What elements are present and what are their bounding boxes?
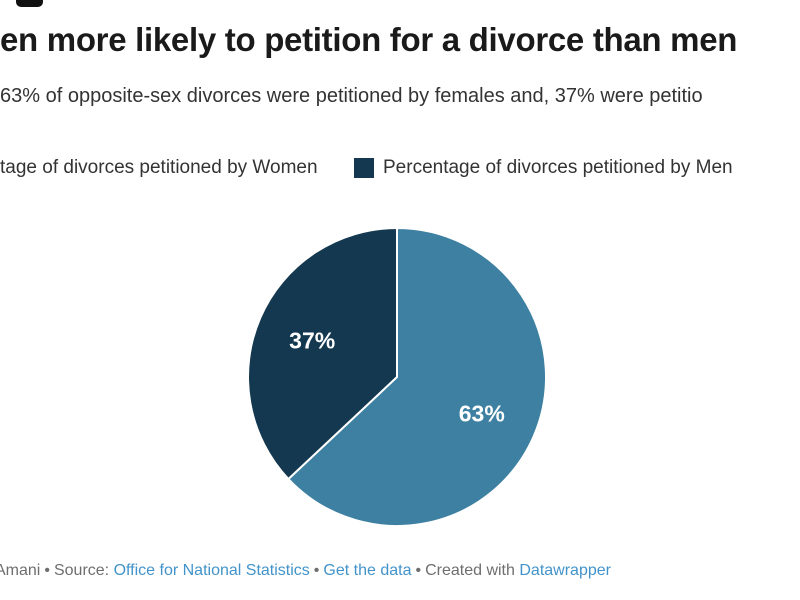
footer: Amani • Source: Office for National Statis…	[0, 561, 611, 581]
source-label: Source:	[53, 562, 110, 579]
pie-slice-0[interactable]	[286, 227, 547, 527]
pie-slice-1[interactable]	[247, 227, 398, 481]
pie-label-1: 37%	[289, 327, 335, 353]
legend-label-women: tage of divorces petitioned by Women	[0, 157, 318, 178]
footer-separator: •	[415, 562, 422, 579]
legend-swatch-men-icon	[354, 158, 374, 178]
footer-separator: •	[313, 562, 320, 579]
footer-separator: •	[44, 562, 50, 579]
legend-item-men: Percentage of divorces petitioned by Men	[354, 155, 733, 181]
legend-item-women: tage of divorces petitioned by Women	[0, 155, 318, 181]
get-the-data-link[interactable]: Get the data	[323, 562, 412, 579]
byline: Amani	[0, 562, 41, 579]
datawrapper-link[interactable]: Datawrapper	[519, 562, 611, 579]
source-link[interactable]: Office for National Statistics	[113, 562, 310, 579]
cropped-element-fragment	[16, 0, 43, 7]
legend: tage of divorces petitioned by Women Per…	[0, 155, 800, 181]
legend-label-men: Percentage of divorces petitioned by Men	[383, 157, 733, 178]
pie-label-0: 63%	[459, 401, 505, 427]
chart-title: en more likely to petition for a divorce…	[0, 21, 738, 58]
pie-chart: 63% 37%	[247, 227, 547, 527]
created-with-label: Created with	[425, 562, 515, 579]
chart-subtitle: 63% of opposite-sex divorces were petiti…	[0, 85, 703, 107]
